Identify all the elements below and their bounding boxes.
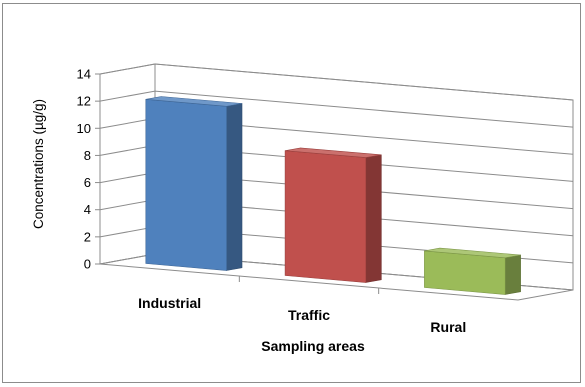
chart-frame: 0 2 4 6 8 10 12 14 Industrial Traffic Rural Sampl… [2, 3, 581, 383]
bar-traffic [284, 147, 382, 283]
x-axis-title: Sampling areas [261, 338, 365, 354]
y-axis-title: Concentrations (µg/g) [31, 99, 46, 229]
bar-top-face [145, 96, 243, 107]
bar-rural [424, 247, 521, 295]
gridline [99, 90, 574, 128]
x-category-label: Industrial [138, 295, 201, 311]
y-tick-label: 6 [84, 175, 91, 190]
y-tick-label: 2 [84, 229, 91, 244]
chart-svg: 0 2 4 6 8 10 12 14 Industrial Traffic Rural Sampl… [31, 63, 574, 354]
bars [145, 96, 521, 295]
y-tick-label: 12 [77, 94, 91, 109]
y-tick-label: 14 [77, 67, 91, 82]
bar-top-face [285, 147, 382, 158]
bar-side-face [365, 154, 382, 283]
y-tick-label: 4 [84, 202, 91, 217]
bar-top-face [424, 247, 521, 259]
y-tick-label: 10 [77, 121, 91, 136]
x-category-label: Rural [430, 319, 466, 335]
x-category-label: Traffic [288, 307, 330, 323]
y-tick-labels: 0 2 4 6 8 10 12 14 [77, 67, 91, 272]
bar-industrial [145, 96, 243, 271]
x-category-labels: Industrial Traffic Rural [138, 295, 466, 335]
bar-front-face [145, 98, 227, 271]
bar-side-face [226, 103, 243, 271]
y-tick-label: 0 [84, 257, 91, 272]
bar-side-face [504, 254, 521, 295]
y-tick-label: 8 [84, 148, 91, 163]
bar-front-face [284, 150, 367, 283]
gridline [99, 63, 574, 101]
bar-front-face [424, 250, 506, 295]
